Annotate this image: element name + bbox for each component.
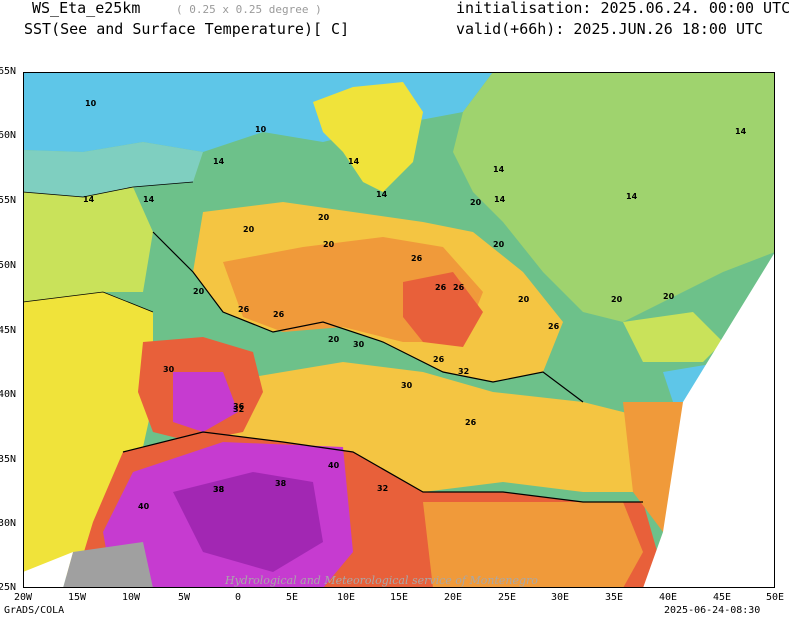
lon-tick-label: 15W [67, 592, 87, 603]
contour-label: 40 [138, 502, 150, 511]
contour-label: 38 [275, 479, 287, 488]
model-resolution: ( 0.25 x 0.25 degree ) [176, 3, 322, 16]
lat-tick-label: 30N [0, 518, 17, 529]
atlantic-mid [23, 187, 153, 302]
lat-tick-label: 40N [0, 389, 17, 400]
lat-tick-label: 35N [0, 454, 17, 465]
contour-label: 10 [255, 125, 267, 134]
lon-tick-label: 15E [389, 592, 409, 603]
nodata-southeast [643, 252, 775, 588]
contour-label: 26 [411, 254, 423, 263]
contour-label: 14 [348, 157, 360, 166]
contour-label: 20 [493, 240, 505, 249]
contour-label: 30 [163, 365, 175, 374]
contour-label: 20 [518, 295, 530, 304]
lat-tick-label: 25N [0, 582, 17, 593]
contour-label: 20 [663, 292, 675, 301]
lon-tick-label: 40E [658, 592, 678, 603]
contour-label: 10 [85, 99, 97, 108]
model-name: WS_Eta_e25km [32, 0, 141, 17]
contour-label: 14 [493, 165, 505, 174]
software-credit: GrADS/COLA [4, 605, 65, 616]
contour-label: 26 [238, 305, 250, 314]
valid-time: valid(+66h): 2025.JUN.26 18:00 UTC [456, 20, 764, 38]
lon-tick-label: 5E [285, 592, 299, 603]
contour-label: 26 [453, 283, 465, 292]
contour-label: 14 [376, 190, 388, 199]
sahara-hottest [173, 472, 323, 572]
contour-line [23, 291, 154, 313]
contour-label: 38 [213, 485, 225, 494]
coastline-europe [152, 231, 584, 403]
contour-label: 14 [735, 127, 747, 136]
variable-title: SST(See and Surface Temperature)[ C] [24, 20, 350, 38]
watermark: Hydrological and Meteorological service … [225, 574, 538, 587]
lon-tick-label: 45E [712, 592, 732, 603]
contour-label: 20 [611, 295, 623, 304]
initialisation-time: initialisation: 2025.06.24. 00:00 UTC [456, 0, 791, 17]
lon-tick-label: 10W [121, 592, 141, 603]
contour-label: 26 [273, 310, 285, 319]
sahara-gray [63, 542, 153, 588]
black-sea [623, 312, 723, 362]
contour-line [23, 181, 194, 198]
atlantic-warm [23, 292, 153, 588]
map-border [23, 72, 775, 588]
contour-label: 32 [458, 367, 469, 376]
lat-tick-label: 45N [0, 325, 17, 336]
contour-label: 20 [323, 240, 335, 249]
nodata-southwest [23, 552, 73, 588]
contour-label: 20 [243, 225, 255, 234]
contour-label: 14 [83, 195, 95, 204]
sst-map: 10 10 14 14 14 14 14 14 14 14 14 20 20 20 20 20 20 20 20 20… [23, 72, 775, 588]
lon-tick-label: 5W [177, 592, 191, 603]
contour-label: 14 [143, 195, 155, 204]
contour-label: 20 [193, 287, 205, 296]
balkans-hot [403, 272, 483, 347]
north-atlantic-cool [23, 142, 203, 197]
coastline-africa [122, 431, 643, 503]
contour-label: 38 [213, 485, 225, 494]
contour-label: 20 [318, 213, 330, 222]
contour-label: 26 [548, 322, 560, 331]
eastern-europe-land [453, 72, 775, 322]
lon-tick-label: 10E [336, 592, 356, 603]
contour-labels: 10 10 14 14 14 14 14 14 14 14 14 20 20 20 20 20 20 20 20 20… [83, 99, 747, 511]
contour-label: 32 [233, 405, 244, 414]
contour-label: 14 [626, 192, 638, 201]
contour-label: 14 [494, 195, 506, 204]
north-africa-orange [423, 502, 643, 588]
mediterranean-sea [153, 362, 683, 492]
contour-label: 20 [470, 198, 482, 207]
contour-label: 30 [353, 340, 365, 349]
contour-label: 30 [401, 381, 413, 390]
contour-label: 26 [465, 418, 477, 427]
timestamp: 2025-06-24-08:30 [664, 605, 761, 616]
iberia-hot [173, 372, 238, 432]
contour-label: 26 [433, 355, 445, 364]
contour-label: 20 [328, 335, 340, 344]
lat-tick-label: 50N [0, 260, 17, 271]
lon-tick-label: 20E [443, 592, 463, 603]
lon-tick-label: 20W [13, 592, 33, 603]
contour-label: 14 [213, 157, 225, 166]
contour-label: 40 [328, 461, 340, 470]
lat-tick-label: 55N [0, 195, 17, 206]
lon-tick-label: 25E [497, 592, 517, 603]
lat-tick-label: 60N [0, 130, 17, 141]
lat-tick-label: 65N [0, 66, 17, 77]
lon-tick-label: 30E [550, 592, 570, 603]
lon-tick-label: 35E [604, 592, 624, 603]
contour-label: 36 [233, 402, 245, 411]
contour-label: 32 [377, 484, 388, 493]
scandinavia-land [313, 82, 423, 192]
lon-tick-label: 0 [234, 592, 242, 603]
contour-label: 26 [435, 283, 447, 292]
lon-tick-label: 50E [765, 592, 785, 603]
